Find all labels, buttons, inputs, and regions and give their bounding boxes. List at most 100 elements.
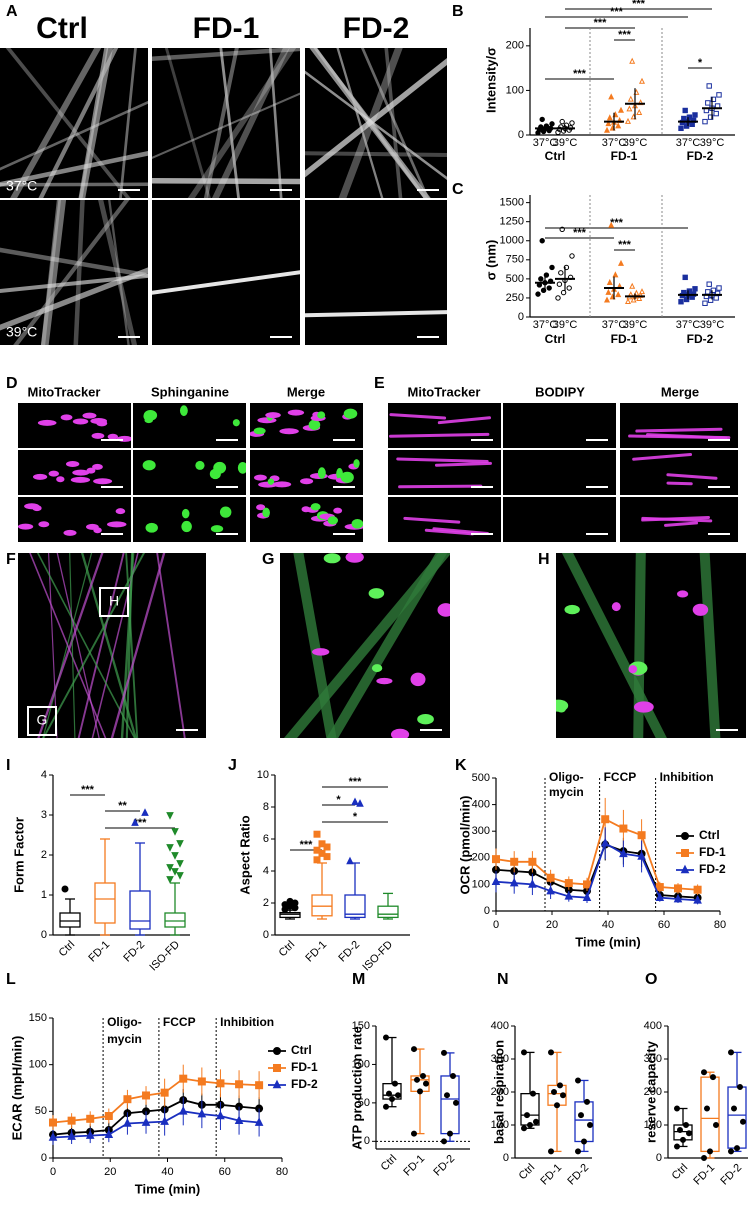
y-tick-label: 2 <box>263 897 269 909</box>
marker <box>48 1132 58 1141</box>
marker <box>584 1098 590 1105</box>
marker <box>453 1099 459 1106</box>
blob <box>256 504 266 511</box>
micrograph <box>250 497 363 542</box>
marker <box>530 1090 536 1097</box>
marker <box>131 818 139 826</box>
marker <box>559 118 565 125</box>
micrograph-content <box>632 452 718 486</box>
marker <box>638 77 646 84</box>
panel-label: O <box>645 971 657 988</box>
blob <box>317 467 326 479</box>
marker <box>629 57 636 64</box>
marker <box>560 289 567 296</box>
blob <box>237 461 246 474</box>
marker <box>564 879 573 888</box>
marker <box>681 832 689 840</box>
blob <box>92 463 103 470</box>
box <box>377 905 399 919</box>
micrograph <box>620 403 738 448</box>
marker <box>273 1047 281 1055</box>
marker <box>123 1095 132 1104</box>
fiber <box>293 553 337 738</box>
y-tick-label: 0 <box>263 929 269 941</box>
marker <box>630 296 637 303</box>
blob <box>262 507 270 518</box>
marker <box>527 1122 533 1128</box>
marker <box>160 1088 169 1097</box>
micrograph-content <box>250 408 358 437</box>
blob <box>351 518 363 529</box>
micrograph <box>0 48 148 198</box>
blob <box>564 604 580 615</box>
blob <box>265 412 281 419</box>
blob <box>253 427 266 435</box>
marker <box>678 299 684 305</box>
blob <box>232 419 240 427</box>
marker <box>444 1092 450 1099</box>
box <box>129 890 151 930</box>
blob <box>181 508 190 519</box>
x-tick-label: 20 <box>546 919 558 931</box>
blob <box>142 460 156 471</box>
fiber <box>284 553 450 738</box>
marker <box>686 1130 692 1137</box>
blob <box>676 590 689 598</box>
marker <box>557 1082 563 1089</box>
box <box>279 911 301 919</box>
blob <box>179 405 188 417</box>
blob <box>611 602 621 612</box>
x-tick-label: FD-1 <box>303 939 329 965</box>
blob <box>65 461 80 468</box>
x-tick-label: 40 <box>602 919 614 931</box>
significance-label: *** <box>632 0 646 10</box>
x-tick-label: FD-2 <box>718 1162 744 1188</box>
panel-label: A <box>6 3 18 20</box>
marker <box>638 288 646 295</box>
marker <box>624 297 632 305</box>
blob <box>37 419 57 426</box>
fiber <box>110 553 166 738</box>
marker <box>702 300 708 306</box>
marker <box>737 1084 743 1091</box>
marker <box>535 291 541 297</box>
fiber <box>305 57 447 178</box>
micrograph-content <box>284 553 450 738</box>
marker <box>551 1089 557 1095</box>
micrograph <box>305 200 447 345</box>
marker <box>636 108 643 115</box>
marker <box>674 884 682 893</box>
x-tick-label: ISO-FD <box>360 939 395 974</box>
column-title: FD-2 <box>343 12 410 45</box>
panel-label: L <box>6 971 16 988</box>
marker <box>555 295 561 301</box>
y-axis-label: ECAR (mpH/min) <box>9 1036 24 1141</box>
marker <box>141 1117 151 1126</box>
marker <box>680 864 690 874</box>
marker <box>704 1105 710 1112</box>
fiber <box>37 553 104 738</box>
fiber <box>125 553 134 738</box>
marker <box>701 1155 707 1161</box>
marker <box>673 893 683 903</box>
marker <box>539 238 545 244</box>
y-tick-label: 300 <box>472 825 490 837</box>
marker <box>546 885 555 895</box>
fiber <box>0 247 148 278</box>
fiber <box>666 473 718 480</box>
x-tick-label: 20 <box>104 1166 116 1178</box>
micrograph-content <box>641 515 713 527</box>
y-axis-label: ATP production rate <box>349 1026 364 1150</box>
y-tick-label: 3 <box>41 809 47 821</box>
marker <box>692 112 698 118</box>
fiber <box>389 432 490 438</box>
fiber <box>305 310 447 318</box>
y-tick-label: 200 <box>472 852 490 864</box>
marker <box>710 287 717 294</box>
marker <box>556 281 563 287</box>
fiber <box>108 200 130 345</box>
y-axis-label: reserve capacity <box>643 1040 658 1143</box>
y-tick-label: 300 <box>644 1053 662 1065</box>
blob <box>72 469 90 476</box>
fiber <box>125 553 139 738</box>
